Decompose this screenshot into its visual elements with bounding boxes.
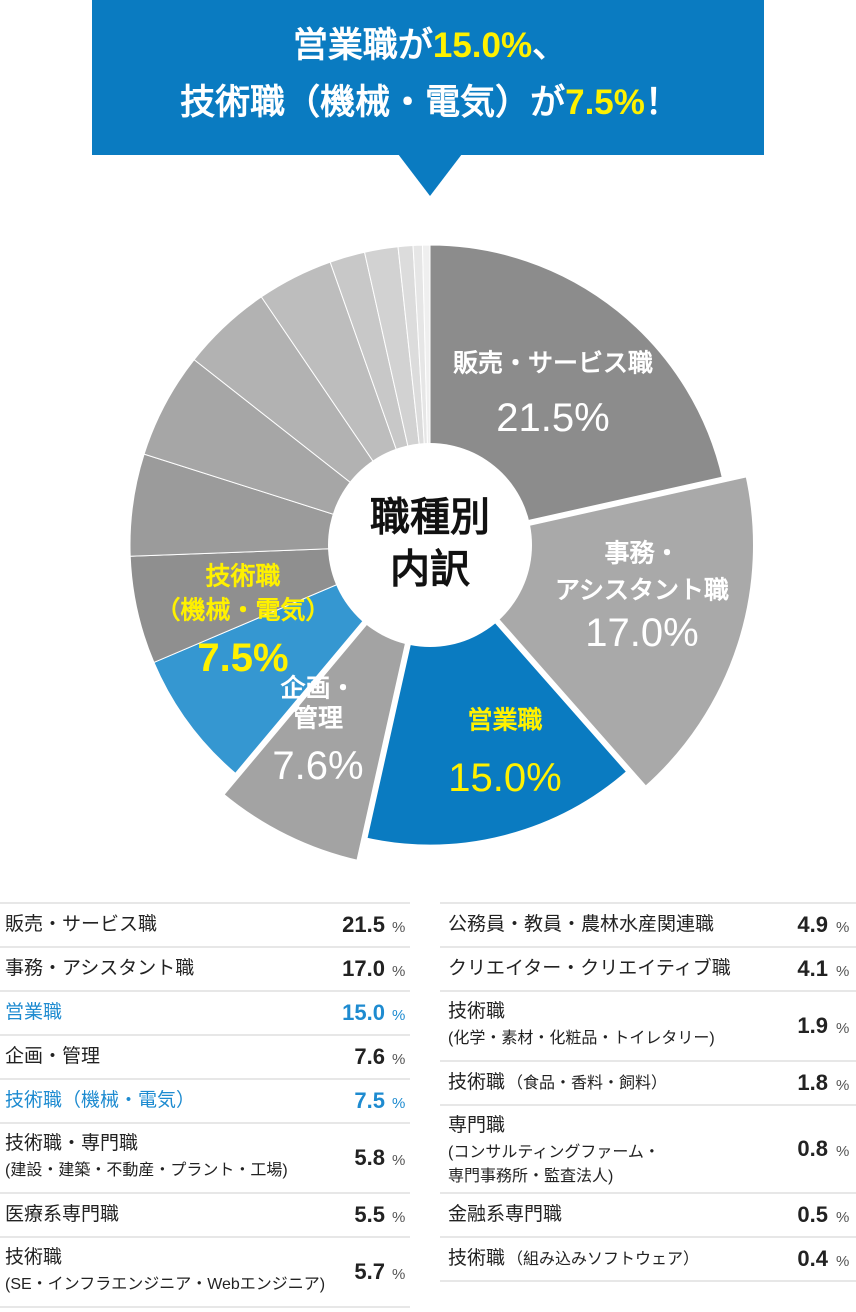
row-note: （食品・香料・飼料）	[507, 1074, 667, 1092]
pie-label: 技術職	[205, 562, 280, 591]
row-label: 販売・サービス職	[5, 913, 157, 935]
row-value: 0.4	[797, 1246, 828, 1271]
row-unit: %	[836, 1253, 849, 1270]
row-unit: %	[392, 963, 405, 980]
row-note: (コンサルティングファーム・	[448, 1143, 660, 1161]
row-label: 企画・管理	[5, 1045, 100, 1067]
pie-unit: %	[328, 744, 364, 788]
pie-value: 15.0	[448, 756, 526, 800]
row-unit: %	[392, 1051, 405, 1068]
row-label: 技術職・専門職	[5, 1132, 138, 1154]
title-text: 、	[532, 26, 567, 65]
pie-value: 7.6	[272, 744, 328, 788]
row-unit: %	[392, 1209, 405, 1226]
pie-unit: %	[526, 756, 562, 800]
row-unit: %	[836, 919, 849, 936]
row-label: クリエイター・クリエイティブ職	[448, 956, 731, 979]
row-value: 1.8	[797, 1070, 828, 1095]
row-unit: %	[836, 1077, 849, 1094]
pie-slice	[429, 244, 724, 546]
pie-label: 販売・サービス職	[453, 350, 653, 378]
pie-value-label: 21.5%	[496, 396, 609, 440]
row-unit: %	[836, 963, 849, 980]
pie-label: アシスタント職	[555, 577, 729, 605]
row-value: 7.5	[354, 1088, 385, 1113]
pie-unit: %	[663, 611, 699, 655]
row-unit: %	[392, 1095, 405, 1112]
row-note: (SE・インフラエンジニア・Webエンジニア)	[5, 1276, 325, 1293]
pie-unit: %	[253, 636, 289, 680]
pie-value-label: 7.5%	[197, 636, 288, 680]
row-unit: %	[836, 1143, 849, 1160]
banner-title: 技術職（機械・電気）が7.5%！	[180, 83, 680, 122]
row-label: 技術職	[448, 1247, 505, 1269]
banner	[92, 0, 764, 155]
row-label: 技術職	[448, 1000, 505, 1022]
row-unit: %	[392, 1266, 405, 1283]
row-value: 5.5	[354, 1202, 385, 1227]
pie-unit: %	[574, 396, 610, 440]
banner-title: 営業職が15.0%、	[293, 26, 567, 65]
row-value: 5.7	[354, 1259, 385, 1284]
row-value: 7.6	[354, 1044, 385, 1069]
pie-label: 事務・	[604, 540, 679, 568]
row-unit: %	[836, 1020, 849, 1037]
pie-label: 企画・	[280, 674, 355, 703]
row-label: 技術職	[5, 1246, 62, 1268]
row-value: 4.1	[797, 956, 828, 981]
title-text: 技術職（機械・電気）が	[180, 83, 565, 122]
row-label: 営業職	[5, 1001, 62, 1023]
row-note: 専門事務所・監査法人)	[448, 1167, 613, 1185]
row-label: 専門職	[448, 1114, 505, 1136]
title-text: 営業職が	[293, 26, 433, 65]
row-value: 15.0	[342, 1000, 385, 1025]
row-value: 5.8	[354, 1145, 385, 1170]
center-label: 職種別	[370, 496, 490, 540]
pie-value: 17.0	[585, 611, 663, 655]
pie-value-label: 17.0%	[585, 611, 698, 655]
row-note: （組み込みソフトウェア）	[507, 1250, 699, 1268]
row-note: (化学・素材・化粧品・トイレタリー)	[448, 1029, 715, 1047]
row-unit: %	[392, 1007, 405, 1024]
row-value: 1.9	[797, 1013, 828, 1038]
row-unit: %	[836, 1209, 849, 1226]
center-circle	[328, 443, 532, 647]
row-label: 事務・アシスタント職	[5, 957, 194, 979]
row-label: 公務員・教員・農林水産関連職	[448, 913, 714, 935]
pie-label: （機械・電気）	[155, 596, 330, 625]
pie-label: 営業職	[467, 707, 542, 735]
center-label: 内訳	[390, 548, 471, 592]
pie-label: 管理	[293, 704, 343, 733]
pie-value-label: 7.6%	[272, 744, 363, 788]
pie-value-label: 15.0%	[448, 756, 561, 800]
row-label: 医療系専門職	[5, 1203, 119, 1225]
row-note: (建設・建築・不動産・プラント・工場)	[5, 1161, 288, 1179]
title-highlight: 7.5%	[565, 83, 645, 122]
banner-pointer	[398, 154, 462, 196]
row-value: 17.0	[342, 956, 385, 981]
pie-value: 7.5	[197, 636, 253, 680]
pie-value: 21.5	[496, 396, 574, 440]
title-highlight: 15.0%	[433, 26, 532, 65]
row-unit: %	[392, 1152, 405, 1169]
row-label: 技術職（機械・電気）	[5, 1089, 195, 1111]
title-text: ！	[645, 83, 680, 122]
row-value: 0.8	[797, 1136, 828, 1161]
row-value: 21.5	[342, 912, 385, 937]
row-value: 0.5	[797, 1202, 828, 1227]
row-label: 技術職	[448, 1071, 505, 1093]
row-label: 金融系専門職	[448, 1203, 562, 1225]
row-value: 4.9	[797, 912, 828, 937]
row-unit: %	[392, 919, 405, 936]
